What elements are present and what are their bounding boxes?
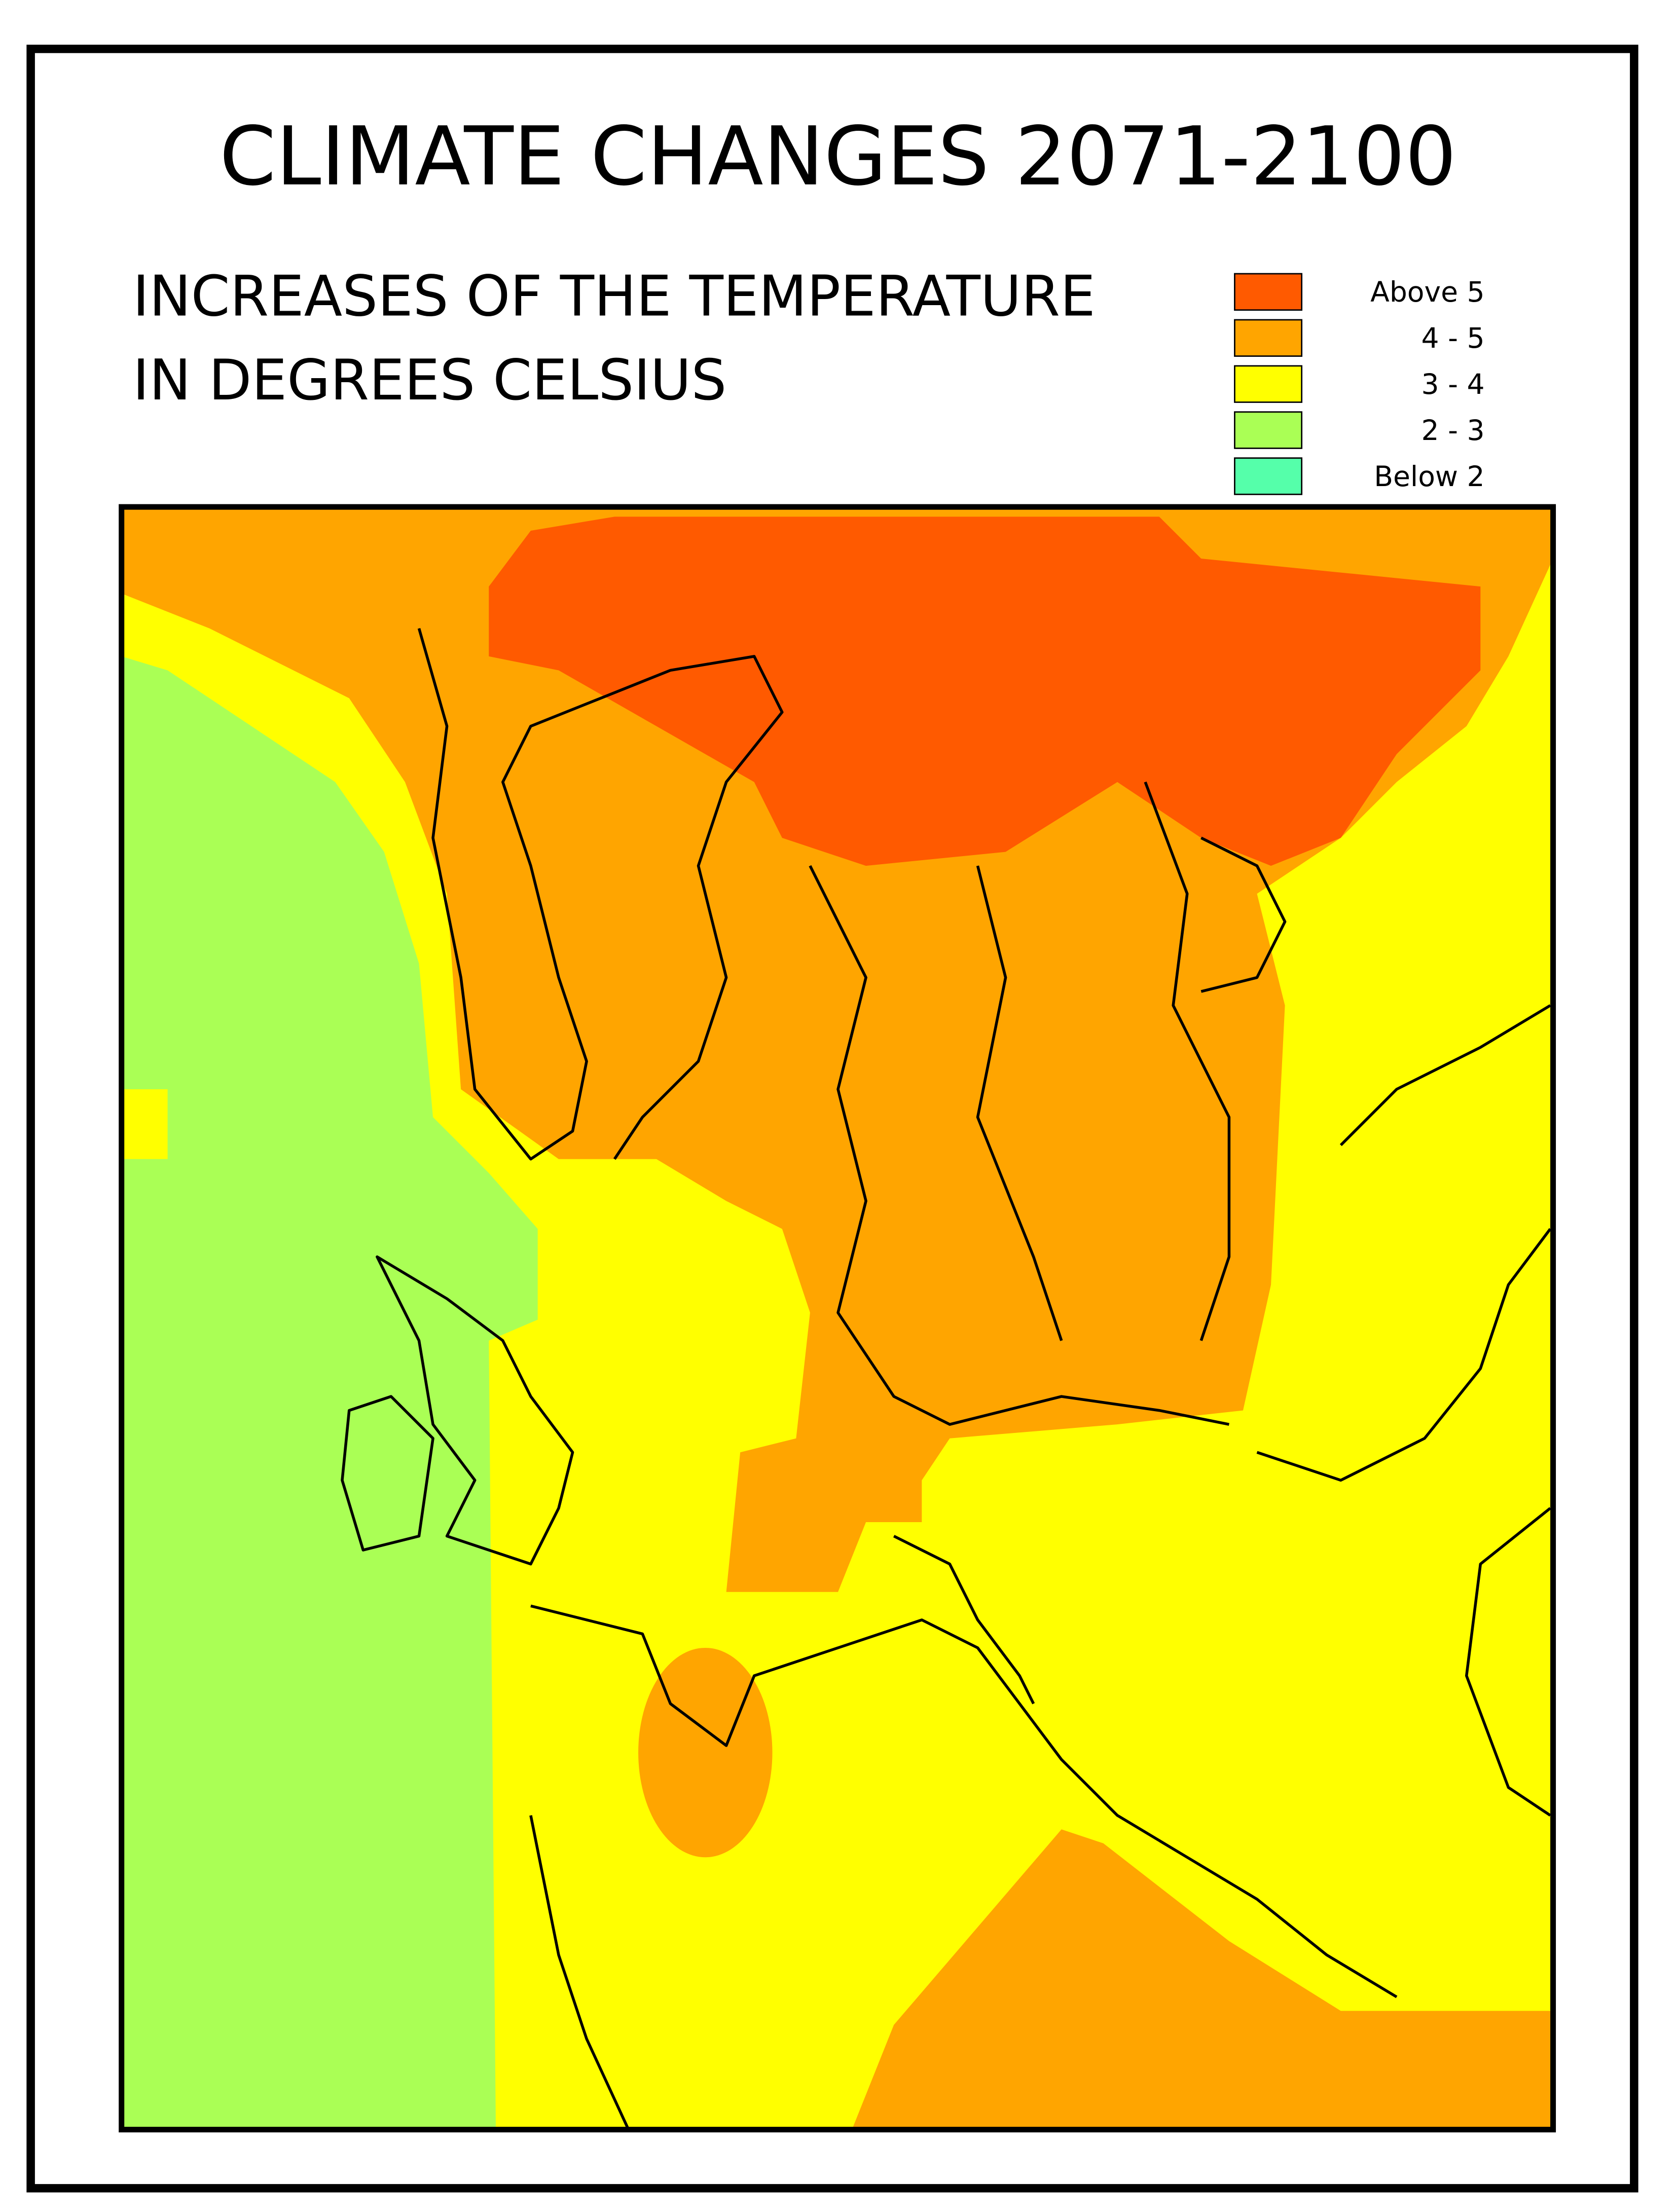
legend-swatch bbox=[1234, 319, 1303, 357]
region-2-3 bbox=[121, 656, 538, 2130]
subtitle-line: INCREASES OF THE TEMPERATURE bbox=[133, 264, 1096, 329]
legend-swatch bbox=[1234, 273, 1303, 311]
title: CLIMATE CHANGES 2071-2100 bbox=[220, 109, 1456, 204]
legend-label: 2 - 3 bbox=[1422, 414, 1485, 447]
legend-swatch bbox=[1234, 457, 1303, 495]
legend-label: Below 2 bbox=[1374, 460, 1484, 493]
legend-label: 3 - 4 bbox=[1422, 368, 1485, 400]
legend: Above 5 4 - 5 3 - 4 2 - 3 Below 2 bbox=[1234, 273, 1485, 495]
map-frame bbox=[119, 504, 1556, 2132]
region-4-5 bbox=[852, 1829, 1553, 2130]
legend-label: Above 5 bbox=[1370, 276, 1484, 308]
legend-swatch bbox=[1234, 365, 1303, 403]
legend-label: 4 - 5 bbox=[1422, 322, 1485, 354]
legend-swatch bbox=[1234, 411, 1303, 449]
region-4-5 bbox=[638, 1647, 773, 1858]
coastlines bbox=[341, 628, 1552, 2130]
subtitle-line: IN DEGREES CELSIUS bbox=[133, 348, 727, 413]
region-3-4 bbox=[121, 1089, 168, 1159]
map bbox=[119, 504, 1556, 2132]
region-above-5 bbox=[489, 517, 1481, 866]
